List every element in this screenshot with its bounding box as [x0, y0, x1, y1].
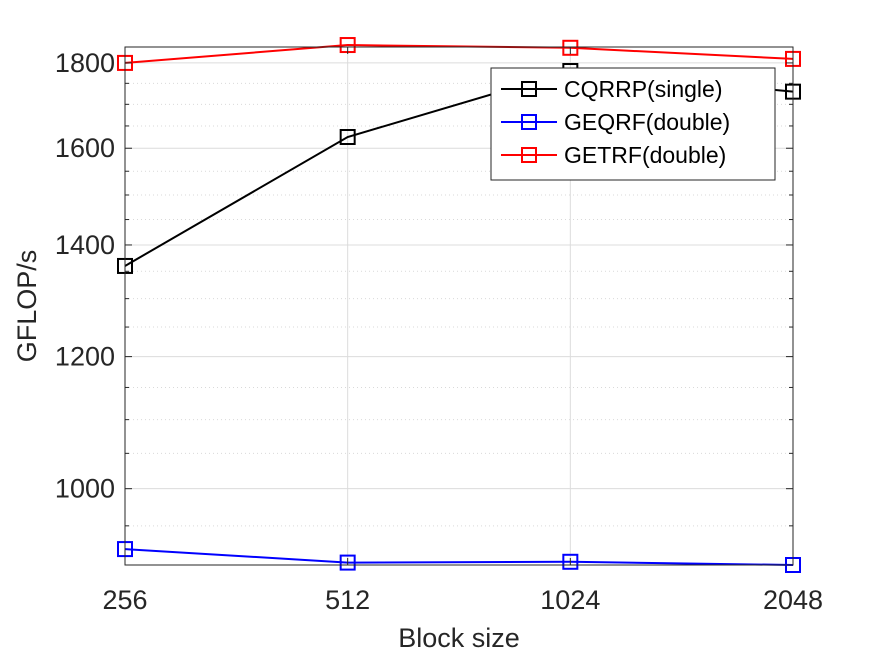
y-tick-label: 1200 — [55, 342, 115, 372]
legend-item: GEQRF(double) — [501, 109, 730, 135]
data-point-marker — [562, 553, 579, 570]
axis-ticks — [124, 47, 794, 566]
legend-marker — [521, 147, 537, 163]
legend-item: GETRF(double) — [501, 142, 726, 168]
y-tick-label: 1000 — [55, 474, 115, 504]
y-axis-label: GFLOP/s — [12, 250, 42, 363]
legend-marker — [521, 81, 537, 97]
data-point-marker — [562, 39, 579, 56]
series-line — [124, 44, 794, 64]
y-tick-label: 1800 — [55, 48, 115, 78]
legend-label: CQRRP(single) — [564, 76, 722, 102]
legend: CQRRP(single) GEQRF(double) GETRF(double) — [490, 67, 776, 181]
legend-label: GETRF(double) — [564, 142, 726, 168]
x-tick-label: 256 — [102, 585, 147, 615]
x-axis-label: Block size — [398, 623, 520, 653]
x-tick-labels: 256 512 1024 2048 — [102, 585, 823, 615]
data-point-marker — [339, 129, 356, 146]
legend-box — [490, 67, 776, 181]
legend-label: GEQRF(double) — [564, 109, 730, 135]
data-point-marker — [339, 554, 356, 571]
series-getrf-double — [117, 37, 801, 71]
x-tick-label: 512 — [325, 585, 370, 615]
x-tick-label: 1024 — [540, 585, 600, 615]
legend-marker — [521, 114, 537, 130]
plot-frame — [124, 46, 794, 566]
series-line — [124, 548, 794, 566]
x-tick-label: 2048 — [763, 585, 823, 615]
legend-item: CQRRP(single) — [501, 76, 722, 102]
y-tick-label: 1600 — [55, 133, 115, 163]
y-tick-label: 1400 — [55, 230, 115, 260]
y-tick-labels: 1000 1200 1400 1600 1800 — [55, 48, 115, 504]
